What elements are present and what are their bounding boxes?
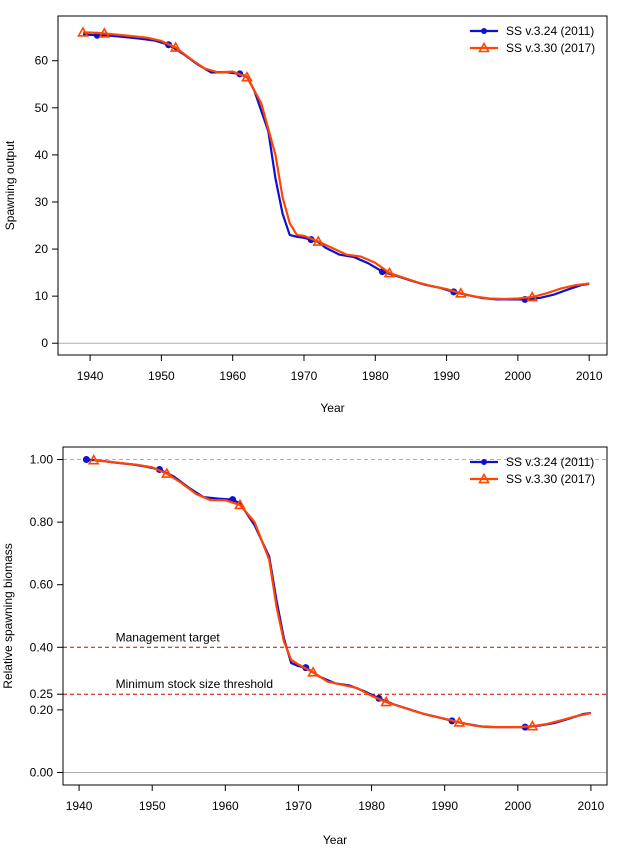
data-point: [383, 266, 396, 278]
x-tick-label: 2000: [504, 799, 531, 813]
y-tick-label: 20: [35, 242, 49, 256]
x-tick-label: 1970: [285, 799, 312, 813]
chart-relative-spawning-biomass: Management target Minimum stock size thre…: [1, 446, 608, 847]
data-point: [526, 720, 539, 731]
data-point: [241, 71, 253, 82]
legend-marker: [478, 41, 490, 53]
x-tick-label: 2010: [578, 799, 605, 813]
data-point: [98, 27, 111, 38]
y-tick-label: 0.20: [30, 703, 54, 717]
legend-label: SS v.3.30 (2017): [506, 472, 595, 486]
x-tick-label: 2010: [576, 369, 603, 383]
x-tick-label: 1980: [362, 369, 389, 383]
data-point: [454, 287, 467, 298]
y-tick-label: 0.60: [30, 578, 54, 592]
data-point: [380, 695, 393, 707]
y-tick-label: 40: [35, 148, 49, 162]
data-point: [234, 498, 246, 510]
plot-frame: [57, 15, 608, 356]
x-tick-label: 1940: [77, 369, 104, 383]
x-tick-label: 2000: [505, 369, 532, 383]
x-tick-label: 1970: [291, 369, 318, 383]
x-tick-label: 1950: [139, 799, 166, 813]
series-line: [93, 459, 592, 729]
legend-marker: [478, 472, 490, 484]
y-axis-label: Relative spawning biomass: [1, 543, 15, 688]
data-point: [87, 454, 100, 465]
y-tick-label: 0.40: [30, 640, 54, 654]
y-tick-label: 0.25: [30, 687, 54, 701]
data-point: [307, 666, 319, 677]
y-tick-label: 0.80: [30, 515, 54, 529]
data-point: [82, 456, 90, 464]
legend-marker: [481, 459, 487, 465]
plot-frame: [62, 446, 608, 786]
x-tick-label: 1990: [433, 369, 460, 383]
x-tick-label: 1960: [212, 799, 239, 813]
y-axis-label: Spawning output: [3, 140, 17, 230]
x-tick-label: 1940: [66, 799, 93, 813]
x-tick-label: 1990: [431, 799, 458, 813]
legend-label: SS v.3.30 (2017): [506, 41, 595, 55]
x-tick-label: 1980: [358, 799, 385, 813]
legend-label: SS v.3.24 (2011): [506, 455, 594, 469]
data-point: [312, 235, 325, 246]
x-axis-label: Year: [323, 833, 347, 847]
y-tick-label: 10: [35, 289, 49, 303]
series-line: [82, 33, 590, 301]
reference-line-label: Management target: [116, 630, 221, 644]
data-point: [453, 716, 466, 727]
reference-line-label: Minimum stock size threshold: [116, 677, 273, 691]
legend-marker: [481, 28, 487, 34]
data-point: [77, 26, 89, 37]
y-tick-label: 30: [35, 195, 49, 209]
chart-spawning-output: 1940 1950 1960 1970 1980 1990 2000 2010 0 10 20 30 4…: [3, 15, 608, 415]
legend-label: SS v.3.24 (2011): [506, 24, 594, 38]
data-point: [526, 290, 539, 302]
x-axis-label: Year: [320, 401, 344, 415]
data-point: [160, 467, 173, 478]
y-tick-label: 50: [35, 101, 49, 115]
x-tick-label: 1960: [219, 369, 246, 383]
y-tick-label: 0: [41, 336, 48, 350]
series-line: [82, 31, 590, 301]
y-tick-label: 1.00: [30, 453, 54, 467]
x-tick-label: 1950: [148, 369, 175, 383]
y-tick-label: 0.00: [30, 765, 54, 779]
y-tick-label: 60: [35, 54, 49, 68]
data-point: [169, 41, 182, 52]
